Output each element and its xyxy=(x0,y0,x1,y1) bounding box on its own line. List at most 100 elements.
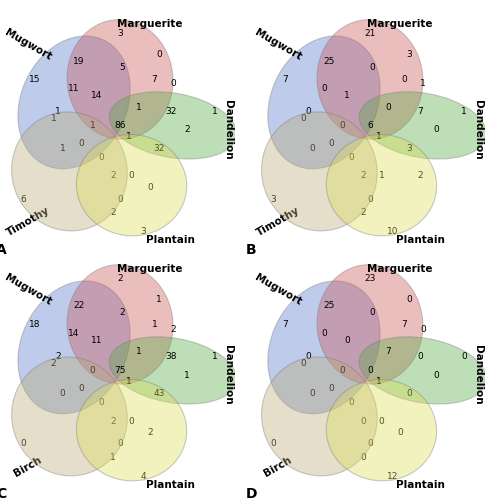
Text: 0: 0 xyxy=(147,183,153,192)
Text: 1: 1 xyxy=(462,107,467,116)
Text: 1: 1 xyxy=(50,114,56,123)
Text: 6: 6 xyxy=(21,194,26,203)
Text: 38: 38 xyxy=(165,352,176,361)
Text: 43: 43 xyxy=(153,389,165,398)
Text: 7: 7 xyxy=(417,107,423,116)
Ellipse shape xyxy=(76,380,187,481)
Text: 2: 2 xyxy=(110,208,116,218)
Text: 1: 1 xyxy=(420,80,426,88)
Text: 1: 1 xyxy=(184,370,190,380)
Text: 0: 0 xyxy=(367,366,373,375)
Text: 11: 11 xyxy=(68,84,80,93)
Text: D: D xyxy=(246,488,257,500)
Text: Mugwort: Mugwort xyxy=(3,272,53,308)
Text: 1: 1 xyxy=(126,132,132,141)
Text: 2: 2 xyxy=(147,428,153,437)
Text: Dandelion: Dandelion xyxy=(223,345,233,405)
Text: 1: 1 xyxy=(376,132,382,141)
Text: C: C xyxy=(0,488,6,500)
Text: Dandelion: Dandelion xyxy=(473,100,483,160)
Ellipse shape xyxy=(18,281,130,414)
Text: Dandelion: Dandelion xyxy=(473,345,483,405)
Ellipse shape xyxy=(67,20,173,139)
Text: 2: 2 xyxy=(170,324,176,334)
Text: 4: 4 xyxy=(140,472,146,480)
Ellipse shape xyxy=(359,337,487,404)
Text: Timothy: Timothy xyxy=(255,206,301,238)
Text: 0: 0 xyxy=(156,50,162,58)
Text: 18: 18 xyxy=(29,320,41,329)
Text: Plantain: Plantain xyxy=(146,236,195,246)
Text: Marguerite: Marguerite xyxy=(117,264,183,274)
Text: Plantain: Plantain xyxy=(396,236,445,246)
Text: 0: 0 xyxy=(360,454,366,462)
Text: 32: 32 xyxy=(165,107,176,116)
Text: 0: 0 xyxy=(406,389,412,398)
Text: 12: 12 xyxy=(387,472,399,480)
Text: 0: 0 xyxy=(90,366,96,375)
Ellipse shape xyxy=(317,264,423,384)
Text: 0: 0 xyxy=(367,440,373,448)
Text: 3: 3 xyxy=(406,50,412,58)
Ellipse shape xyxy=(76,134,187,236)
Text: 0: 0 xyxy=(129,416,134,426)
Text: 0: 0 xyxy=(434,126,440,134)
Text: 2: 2 xyxy=(360,172,366,180)
Text: Birch: Birch xyxy=(12,455,44,479)
Text: 0: 0 xyxy=(417,352,423,361)
Text: 10: 10 xyxy=(387,226,399,235)
Text: 2: 2 xyxy=(110,172,116,180)
Text: A: A xyxy=(0,242,6,256)
Text: 7: 7 xyxy=(282,75,288,84)
Text: 2: 2 xyxy=(50,359,56,368)
Text: 19: 19 xyxy=(73,56,84,66)
Text: 3: 3 xyxy=(406,144,412,153)
Text: Mugwort: Mugwort xyxy=(3,28,53,62)
Text: 5: 5 xyxy=(120,64,125,72)
Text: 7: 7 xyxy=(282,320,288,329)
Text: 1: 1 xyxy=(60,144,66,153)
Text: 0: 0 xyxy=(369,64,375,72)
Ellipse shape xyxy=(67,264,173,384)
Text: 0: 0 xyxy=(328,140,334,148)
Text: 1: 1 xyxy=(152,320,157,329)
Text: 0: 0 xyxy=(340,121,345,130)
Text: 14: 14 xyxy=(69,329,80,338)
Text: 15: 15 xyxy=(29,75,41,84)
Text: 0: 0 xyxy=(117,194,123,203)
Text: 0: 0 xyxy=(300,114,306,123)
Text: 2: 2 xyxy=(360,208,366,218)
Text: 3: 3 xyxy=(117,29,123,38)
Text: 2: 2 xyxy=(120,308,125,318)
Text: Plantain: Plantain xyxy=(396,480,445,490)
Text: 0: 0 xyxy=(328,384,334,394)
Ellipse shape xyxy=(326,134,437,236)
Text: 22: 22 xyxy=(73,302,84,310)
Text: 1: 1 xyxy=(376,378,382,386)
Text: 1: 1 xyxy=(156,294,162,304)
Text: 75: 75 xyxy=(114,366,126,375)
Text: 1: 1 xyxy=(212,352,217,361)
Text: 0: 0 xyxy=(386,102,391,112)
Text: 0: 0 xyxy=(99,153,104,162)
Ellipse shape xyxy=(262,112,377,231)
Text: 7: 7 xyxy=(152,75,157,84)
Text: 0: 0 xyxy=(321,84,327,93)
Text: B: B xyxy=(246,242,256,256)
Ellipse shape xyxy=(268,36,380,169)
Text: 2: 2 xyxy=(110,416,116,426)
Text: 2: 2 xyxy=(184,126,190,134)
Ellipse shape xyxy=(109,92,237,159)
Text: 0: 0 xyxy=(462,352,467,361)
Ellipse shape xyxy=(12,112,127,231)
Text: 0: 0 xyxy=(99,398,104,407)
Text: 0: 0 xyxy=(349,398,354,407)
Text: 0: 0 xyxy=(270,440,276,448)
Text: Marguerite: Marguerite xyxy=(367,19,433,29)
Text: 7: 7 xyxy=(402,320,407,329)
Text: 3: 3 xyxy=(270,194,276,203)
Text: 0: 0 xyxy=(340,366,345,375)
Text: 0: 0 xyxy=(310,144,316,153)
Text: 25: 25 xyxy=(323,56,334,66)
Text: Dandelion: Dandelion xyxy=(223,100,233,160)
